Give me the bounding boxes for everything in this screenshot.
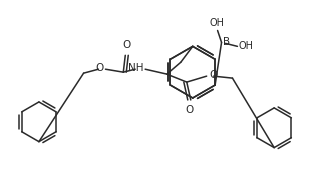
Text: OH: OH xyxy=(238,41,254,51)
Text: OH: OH xyxy=(209,18,224,28)
Text: NH: NH xyxy=(128,63,143,73)
Text: O: O xyxy=(95,63,103,73)
Text: O: O xyxy=(210,70,218,80)
Text: O: O xyxy=(186,105,194,115)
Text: B: B xyxy=(223,37,230,47)
Text: O: O xyxy=(122,40,130,50)
